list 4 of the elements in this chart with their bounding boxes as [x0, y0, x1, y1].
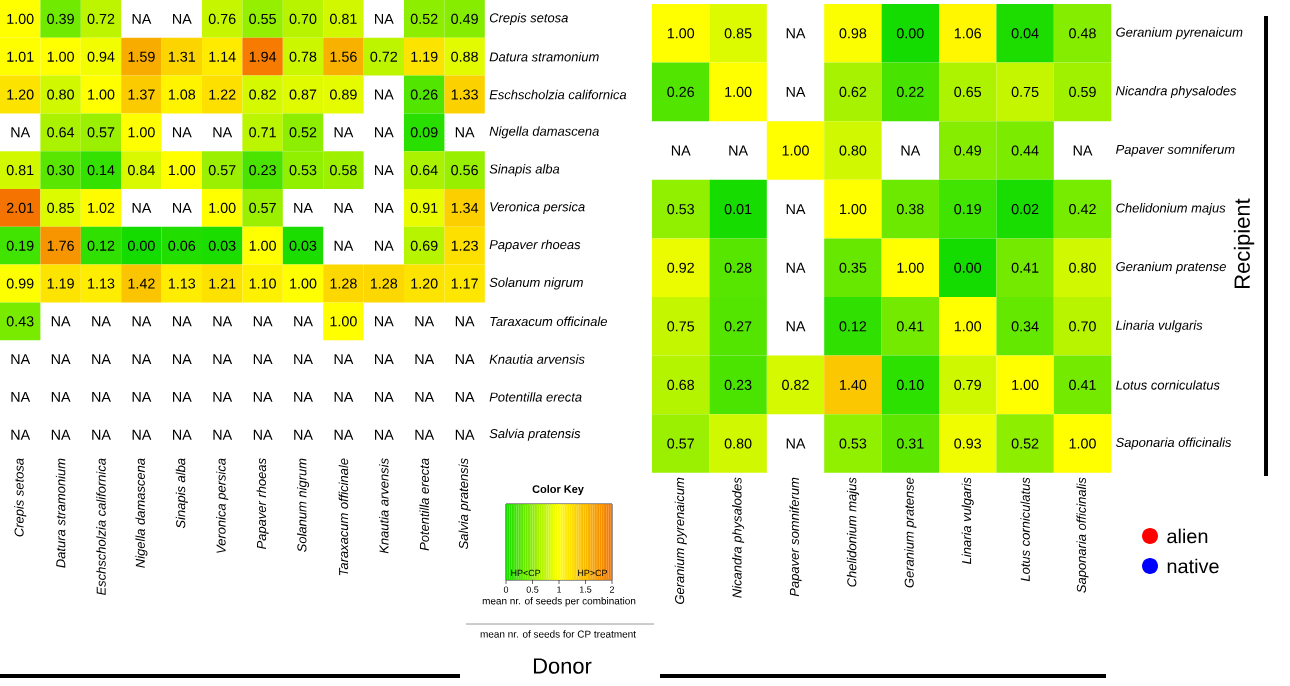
x-axis-title: Donor — [533, 658, 592, 674]
y-axis-title: Recipient — [1233, 198, 1255, 288]
text: native — [1167, 558, 1219, 574]
text: alien — [1167, 528, 1208, 544]
